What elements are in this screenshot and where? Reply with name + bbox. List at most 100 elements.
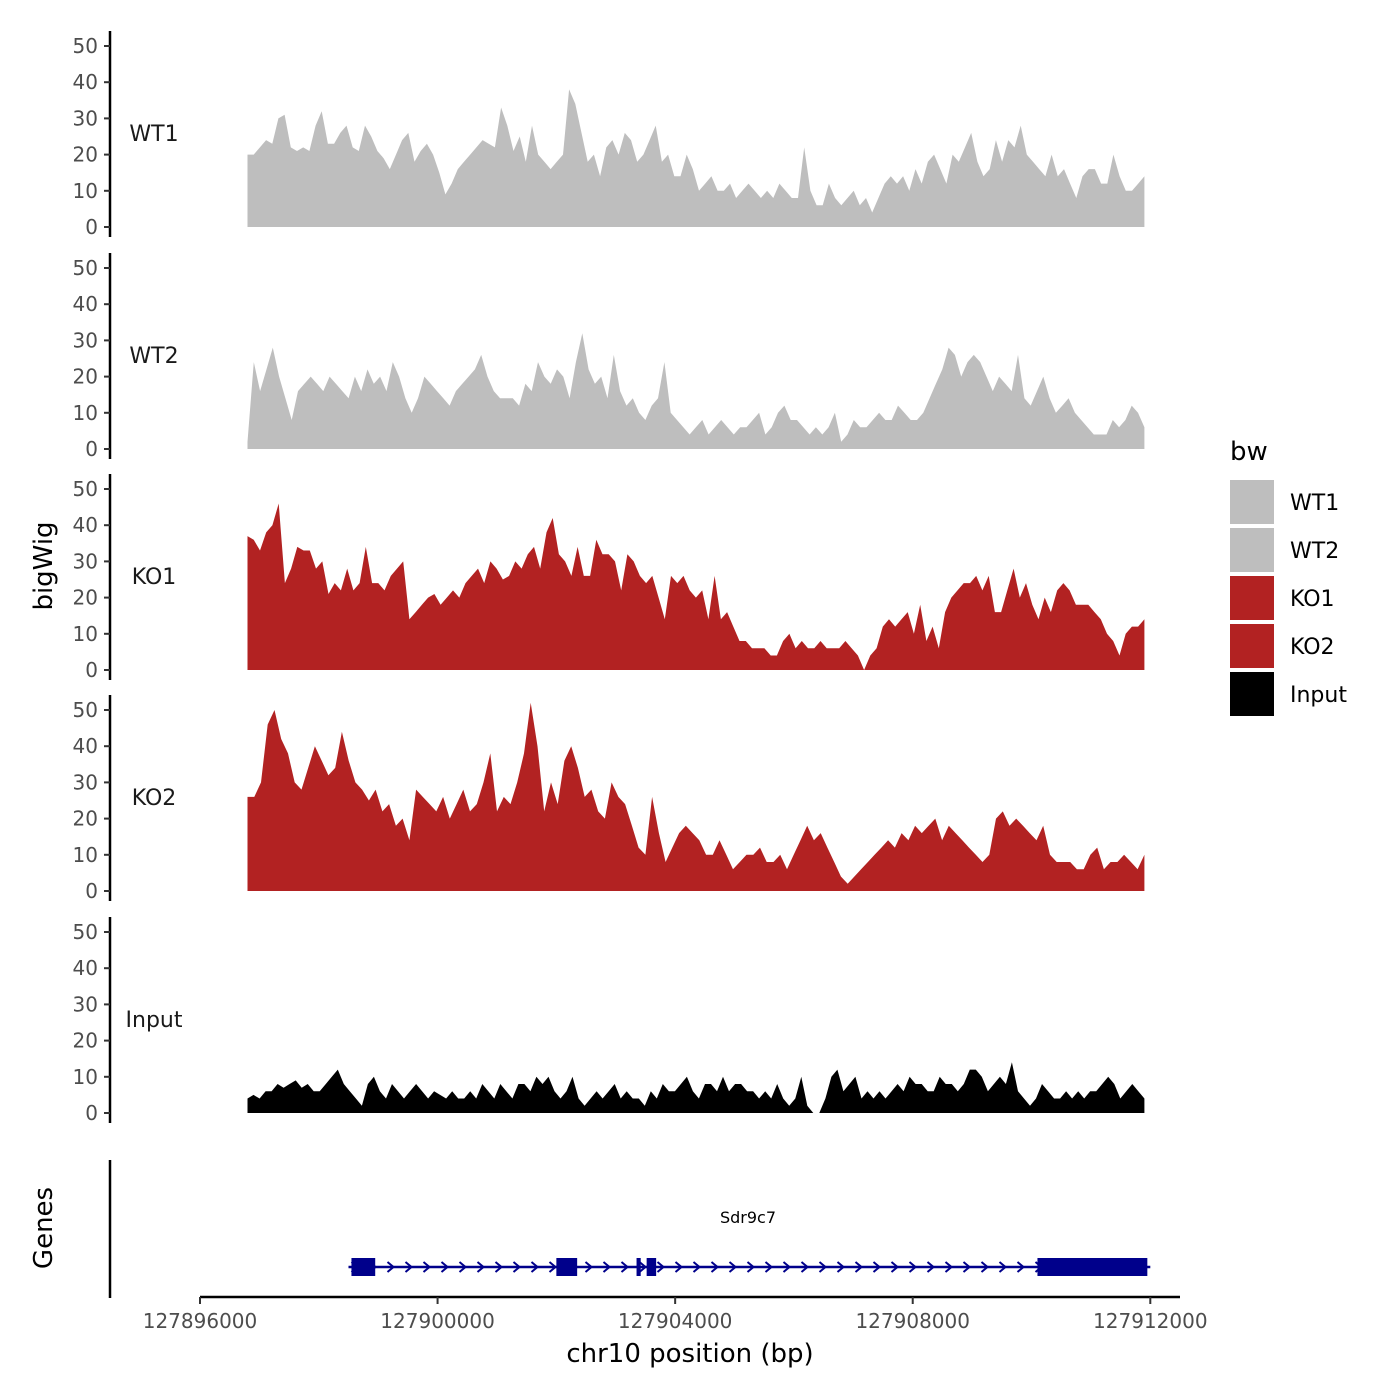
y-tick-label: 0 <box>85 1101 98 1125</box>
y-tick-label: 0 <box>85 879 98 903</box>
y-tick-label: 20 <box>73 807 98 831</box>
gene-exon-4 <box>646 1258 657 1276</box>
area-input <box>247 1062 1145 1113</box>
strand-chevron <box>404 1261 414 1273</box>
strand-chevron <box>386 1261 396 1273</box>
genes-track-title: Genes <box>29 1187 59 1269</box>
strand-chevron <box>638 1261 648 1273</box>
y-tick-label: 30 <box>73 328 98 352</box>
gene-exon-1 <box>351 1258 376 1276</box>
legend-label-wt2: WT2 <box>1290 539 1339 564</box>
gene-exon-3 <box>636 1258 641 1276</box>
strand-chevron <box>656 1261 666 1273</box>
strand-chevron <box>422 1261 432 1273</box>
x-tick-label: 127908000 <box>855 1309 970 1333</box>
legend-swatch-ko1 <box>1230 576 1274 620</box>
legend-swatch-wt1 <box>1230 480 1274 524</box>
strand-chevron <box>620 1261 630 1273</box>
strand-chevron <box>602 1261 612 1273</box>
y-tick-label: 40 <box>73 513 98 537</box>
gene-name-label: Sdr9c7 <box>720 1208 776 1227</box>
track-label-wt1: WT1 <box>129 122 178 147</box>
strand-chevron <box>530 1261 540 1273</box>
strand-chevron <box>512 1261 522 1273</box>
strand-chevron <box>1016 1261 1026 1273</box>
strand-chevron <box>440 1261 450 1273</box>
strand-chevron <box>674 1261 684 1273</box>
legend-label-input: Input <box>1290 683 1347 708</box>
y-tick-label: 0 <box>85 215 98 239</box>
y-tick-label: 20 <box>73 365 98 389</box>
strand-chevron <box>944 1261 954 1273</box>
track-label-wt2: WT2 <box>129 344 178 369</box>
y-tick-label: 10 <box>73 843 98 867</box>
y-tick-label: 40 <box>73 292 98 316</box>
y-tick-label: 30 <box>73 770 98 794</box>
strand-chevron <box>710 1261 720 1273</box>
area-wt1 <box>247 89 1145 228</box>
area-wt2 <box>247 333 1145 449</box>
y-tick-label: 20 <box>73 1029 98 1053</box>
strand-chevron <box>458 1261 468 1273</box>
strand-chevron <box>818 1261 828 1273</box>
strand-chevron <box>548 1261 558 1273</box>
strand-chevron <box>926 1261 936 1273</box>
strand-chevron <box>908 1261 918 1273</box>
strand-chevron <box>764 1261 774 1273</box>
track-label-ko2: KO2 <box>132 786 177 811</box>
legend-label-ko1: KO1 <box>1290 587 1335 612</box>
legend-label-ko2: KO2 <box>1290 635 1335 660</box>
legend-title: bw <box>1230 437 1268 467</box>
y-tick-label: 30 <box>73 992 98 1016</box>
strand-chevron <box>476 1261 486 1273</box>
y-tick-label: 10 <box>73 1065 98 1089</box>
y-tick-label: 10 <box>73 401 98 425</box>
y-tick-label: 50 <box>73 477 98 501</box>
y-tick-label: 30 <box>73 106 98 130</box>
y-tick-label: 50 <box>73 34 98 58</box>
x-tick-label: 127904000 <box>618 1309 733 1333</box>
strand-chevron <box>782 1261 792 1273</box>
y-tick-label: 20 <box>73 143 98 167</box>
strand-chevron <box>800 1261 810 1273</box>
y-tick-label: 50 <box>73 256 98 280</box>
y-tick-label: 10 <box>73 179 98 203</box>
track-label-input: Input <box>126 1008 183 1033</box>
y-tick-label: 50 <box>73 698 98 722</box>
strand-chevron <box>728 1261 738 1273</box>
y-tick-label: 40 <box>73 70 98 94</box>
strand-chevron <box>692 1261 702 1273</box>
x-axis-title: chr10 position (bp) <box>566 1339 813 1369</box>
y-tick-label: 40 <box>73 956 98 980</box>
y-tick-label: 0 <box>85 437 98 461</box>
strand-chevron <box>854 1261 864 1273</box>
legend-swatch-wt2 <box>1230 528 1274 572</box>
x-tick-label: 127896000 <box>143 1309 258 1333</box>
y-tick-label: 30 <box>73 549 98 573</box>
strand-chevron <box>872 1261 882 1273</box>
y-axis-title: bigWig <box>29 521 59 610</box>
legend-label-wt1: WT1 <box>1290 491 1339 516</box>
strand-chevron <box>494 1261 504 1273</box>
y-tick-label: 0 <box>85 658 98 682</box>
y-tick-label: 40 <box>73 734 98 758</box>
y-tick-label: 10 <box>73 622 98 646</box>
strand-chevron <box>962 1261 972 1273</box>
y-tick-label: 20 <box>73 586 98 610</box>
area-ko1 <box>247 503 1145 670</box>
strand-chevron <box>980 1261 990 1273</box>
gene-exon-2 <box>556 1258 578 1276</box>
strand-chevron <box>890 1261 900 1273</box>
strand-chevron <box>746 1261 756 1273</box>
legend-swatch-ko2 <box>1230 624 1274 668</box>
legend-swatch-input <box>1230 672 1274 716</box>
strand-chevron <box>998 1261 1008 1273</box>
area-ko2 <box>247 702 1145 891</box>
y-tick-label: 50 <box>73 920 98 944</box>
strand-chevron <box>836 1261 846 1273</box>
track-label-ko1: KO1 <box>132 565 177 590</box>
x-tick-label: 127912000 <box>1093 1309 1208 1333</box>
strand-chevron <box>584 1261 594 1273</box>
gene-exon-5 <box>1037 1258 1148 1276</box>
